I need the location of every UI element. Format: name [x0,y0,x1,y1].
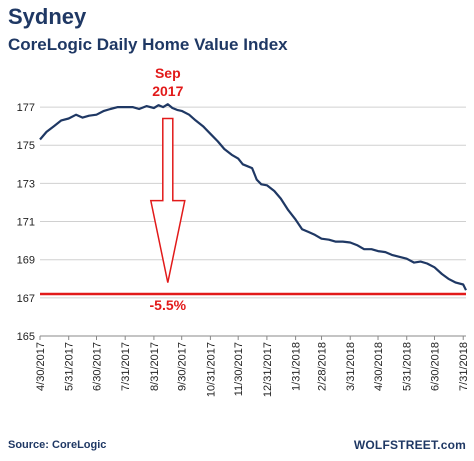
x-tick-label: 11/30/2017 [233,342,245,396]
x-tick-label: 2/28/2018 [317,342,329,391]
annotation-label-month: Sep [155,65,181,81]
y-tick-label: 171 [17,217,35,229]
reference-label: -5.5% [150,297,187,313]
y-tick-label: 169 [17,255,35,267]
y-tick-label: 167 [17,293,35,305]
x-tick-label: 6/30/2018 [430,342,442,391]
x-tick-label: 7/31/2018 [458,342,470,391]
x-tick-label: 3/31/2018 [345,342,357,391]
x-tick-label: 8/31/2017 [149,342,161,391]
brand-logo-text: WOLFSTREET.com [353,438,466,452]
peak-annotation: Sep 2017 -5.5% [150,65,187,313]
series-layer [39,103,467,291]
source-note: Source: CoreLogic [8,439,107,451]
x-tick-label: 5/31/2018 [402,342,414,391]
x-tick-label: 10/31/2017 [205,342,217,397]
y-tick-label: 165 [17,331,35,343]
down-arrow-icon [149,117,186,283]
chart-title: Sydney [8,4,87,29]
x-tick-label: 6/30/2017 [91,342,103,391]
x-tick-label: 7/31/2017 [120,342,132,391]
annotation-label-year: 2017 [152,83,183,99]
y-tick-label: 173 [17,178,35,190]
y-axis-ticks: 165 167 169 171 173 175 177 [17,102,35,343]
x-tick-label: 5/31/2017 [64,342,76,391]
chart-subtitle: CoreLogic Daily Home Value Index [8,35,288,54]
x-tick-label: 1/31/2018 [291,342,303,391]
y-tick-label: 177 [17,102,35,114]
x-tick-label: 9/30/2017 [177,342,189,391]
y-tick-label: 175 [17,140,35,152]
grid-lines [40,106,466,337]
x-axis-ticks: 4/30/2017 5/31/2017 6/30/2017 7/31/2017 8/31… [35,335,470,397]
x-tick-label: 12/31/2017 [262,342,274,397]
series-line [39,103,467,291]
x-tick-label: 4/30/2017 [35,342,47,391]
x-tick-label: 4/30/2018 [373,342,385,391]
